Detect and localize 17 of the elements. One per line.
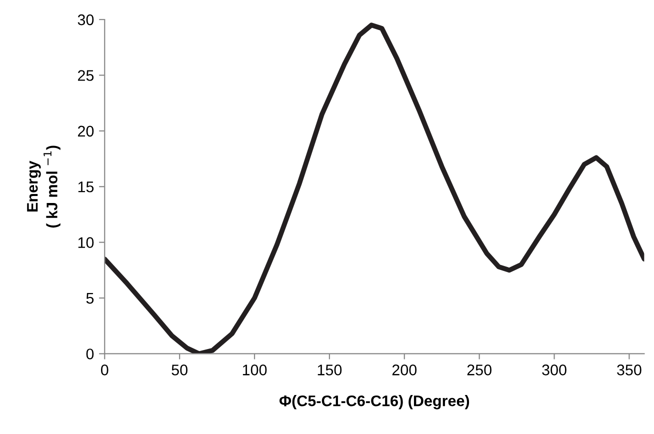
y-tick-label: 5 (86, 293, 94, 304)
y-tick-label: 15 (78, 182, 94, 192)
y-tick-label: 10 (78, 237, 94, 248)
x-tick-label: 150 (318, 364, 342, 376)
x-tick-label: 0 (100, 364, 108, 376)
y-tick-label: 0 (86, 348, 94, 360)
y-tick-label: 30 (78, 14, 94, 26)
x-tick-label: 200 (392, 364, 417, 376)
x-tick-label: 250 (467, 364, 492, 376)
y-tick-label: 20 (78, 126, 94, 137)
x-tick-label: 100 (242, 364, 267, 376)
x-axis-title: Φ(C5-C1-C6-C16) (Degree) (279, 395, 470, 410)
x-tick-label: 300 (542, 364, 566, 376)
y-axis-title: Energy ( kJ mol $^{−1}$) (27, 146, 60, 228)
x-tick-label: 350 (617, 364, 642, 376)
x-tick-label: 50 (172, 364, 188, 376)
y-tick-label: 25 (78, 70, 94, 81)
